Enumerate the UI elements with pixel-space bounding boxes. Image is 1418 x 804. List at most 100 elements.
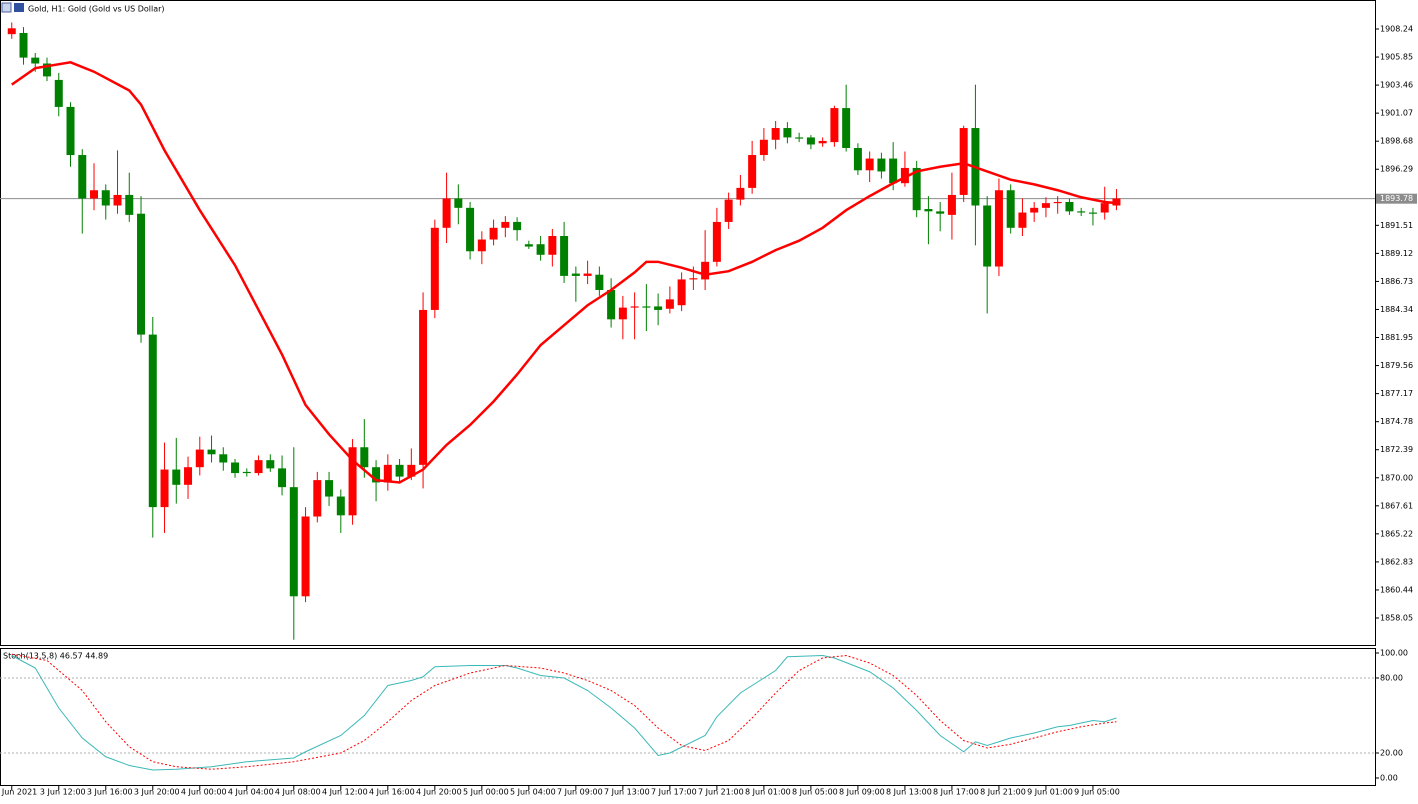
candle-body (1065, 201, 1074, 212)
x-tick-label: 4 Jun 20:00 (416, 788, 462, 797)
candle-body (454, 198, 463, 208)
candle-body (701, 261, 710, 280)
candle-body (43, 63, 52, 77)
y-tick-label: 1903.46 (1380, 81, 1413, 90)
candle-body (466, 207, 475, 252)
candle-body (231, 462, 240, 474)
x-tick-label: 3 Jun 12:00 (40, 788, 86, 797)
x-tick-label: 8 Jun 05:00 (792, 788, 838, 797)
candle-body (924, 209, 933, 212)
y-tick-label: 1860.44 (1380, 585, 1413, 594)
candle-body (595, 274, 604, 290)
x-tick-label: 7 Jun 17:00 (651, 788, 697, 797)
y-tick-label: 100.00 (1380, 649, 1408, 658)
candle-body (442, 198, 451, 228)
candle-body (395, 464, 404, 477)
candle-body (618, 307, 627, 320)
indicator-title: Stoch(13,5,8) 46.57 44.89 (3, 652, 108, 661)
candle-body (959, 128, 968, 195)
x-tick-label: 5 Jun 00:00 (463, 788, 509, 797)
x-tick-label: 7 Jun 13:00 (604, 788, 650, 797)
candle-body (266, 460, 275, 469)
candle-body (677, 279, 686, 306)
candle-body (748, 155, 757, 188)
candle-body (560, 236, 569, 276)
candle-body (1006, 190, 1015, 228)
x-tick-label: 4 Jun 04:00 (228, 788, 274, 797)
current-price-label: 1893.78 (1380, 194, 1413, 203)
candle-body (994, 190, 1003, 267)
indicator-line (11, 653, 1117, 770)
stoch-panel-frame (0, 648, 1376, 786)
candle-body (325, 480, 334, 497)
x-tick-label: 4 Jun 08:00 (275, 788, 321, 797)
candle-body (289, 487, 298, 597)
y-tick-label: 0.00 (1380, 774, 1398, 783)
x-tick-label: 8 Jun 01:00 (745, 788, 791, 797)
y-tick-label: 1886.73 (1380, 277, 1413, 286)
candle-body (148, 334, 157, 508)
candle-body (513, 221, 522, 231)
candle-body (113, 194, 122, 206)
x-tick-label: 4 Jun 16:00 (369, 788, 415, 797)
candle-body (759, 139, 768, 156)
candle-body (865, 158, 874, 171)
candle-body (607, 289, 616, 320)
y-tick-label: 80.00 (1380, 674, 1403, 683)
y-tick-label: 1901.07 (1380, 109, 1413, 118)
current-price-box (1376, 193, 1417, 204)
candle-body (912, 167, 921, 211)
candle-body (195, 449, 204, 468)
x-tick-label: 3 Jun 16:00 (87, 788, 133, 797)
candle-body (571, 273, 580, 276)
candle-body (254, 460, 263, 474)
candle-body (207, 449, 216, 455)
candle-body (806, 137, 815, 145)
candle-body (689, 278, 698, 280)
candle-body (360, 447, 369, 468)
y-tick-label: 1872.39 (1380, 445, 1413, 454)
candle-body (1030, 207, 1039, 213)
candle-body (278, 468, 287, 488)
candle-body (137, 213, 146, 335)
candle-body (853, 147, 862, 171)
candle-body (1018, 212, 1027, 228)
main-panel-frame (0, 0, 1376, 646)
candle-body (184, 467, 193, 485)
candle-body (712, 221, 721, 262)
candle-body (160, 469, 169, 508)
candle-body (1077, 211, 1086, 213)
candle-body (19, 32, 28, 58)
y-tick-label: 1867.61 (1380, 501, 1413, 510)
candle-body (7, 28, 16, 35)
y-tick-label: 1870.00 (1380, 473, 1413, 482)
y-tick-label: 1891.51 (1380, 221, 1413, 230)
candle-body (301, 516, 310, 597)
candle-body (372, 467, 381, 483)
y-tick-label: 1877.17 (1380, 389, 1413, 398)
x-tick-label: 3 Jun 20:00 (134, 788, 180, 797)
y-tick-label: 1896.29 (1380, 165, 1413, 174)
chart-icon[interactable] (14, 3, 24, 12)
candle-body (642, 306, 651, 308)
symbol-icon[interactable] (1, 2, 12, 13)
y-tick-label: 1884.34 (1380, 305, 1413, 314)
candle-body (583, 273, 592, 276)
candle-body (842, 108, 851, 148)
y-tick-label: 1865.22 (1380, 529, 1413, 538)
candle-body (219, 454, 228, 463)
candle-body (242, 471, 251, 474)
candle-body (172, 469, 181, 485)
x-tick-label: 7 Jun 21:00 (698, 788, 744, 797)
candle-body (783, 128, 792, 138)
candle-body (477, 239, 486, 252)
x-tick-label: 8 Jun 09:00 (839, 788, 885, 797)
candle-body (548, 236, 557, 255)
candle-body (936, 211, 945, 214)
candle-body (795, 137, 804, 139)
x-tick-label: 7 Jun 09:00 (557, 788, 603, 797)
y-tick-label: 1879.56 (1380, 361, 1413, 370)
candle-body (1053, 201, 1062, 204)
x-tick-label: 9 Jun 05:00 (1074, 788, 1120, 797)
